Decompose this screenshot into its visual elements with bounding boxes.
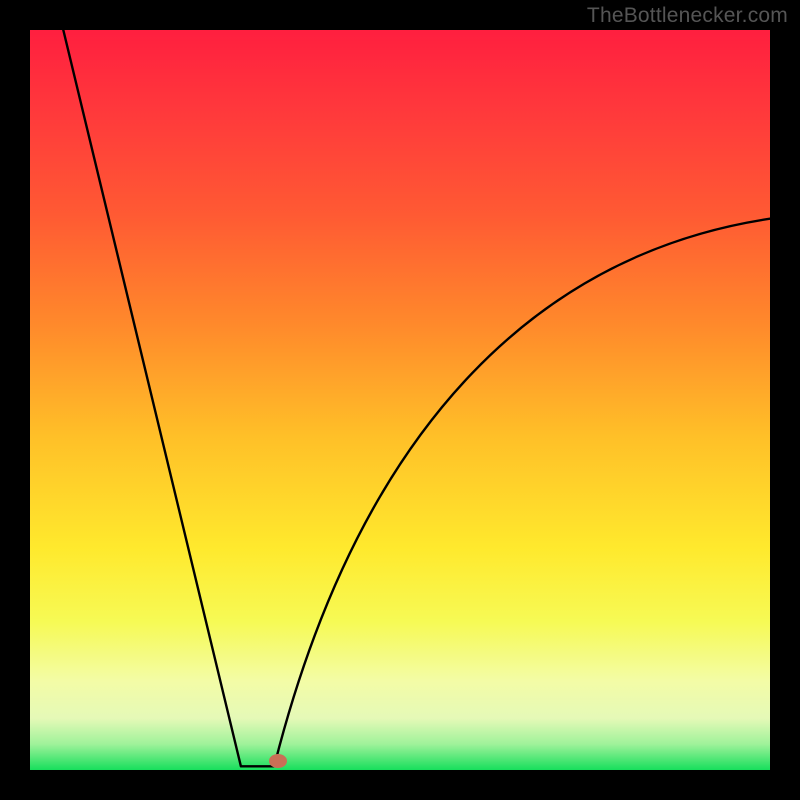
chart-frame (0, 0, 30, 800)
bottleneck-curve (30, 30, 770, 770)
chart-frame (770, 0, 800, 800)
plot-area (30, 30, 770, 770)
chart-frame (0, 770, 800, 800)
watermark-text: TheBottlenecker.com (587, 4, 788, 28)
optimal-point-marker (269, 754, 287, 768)
